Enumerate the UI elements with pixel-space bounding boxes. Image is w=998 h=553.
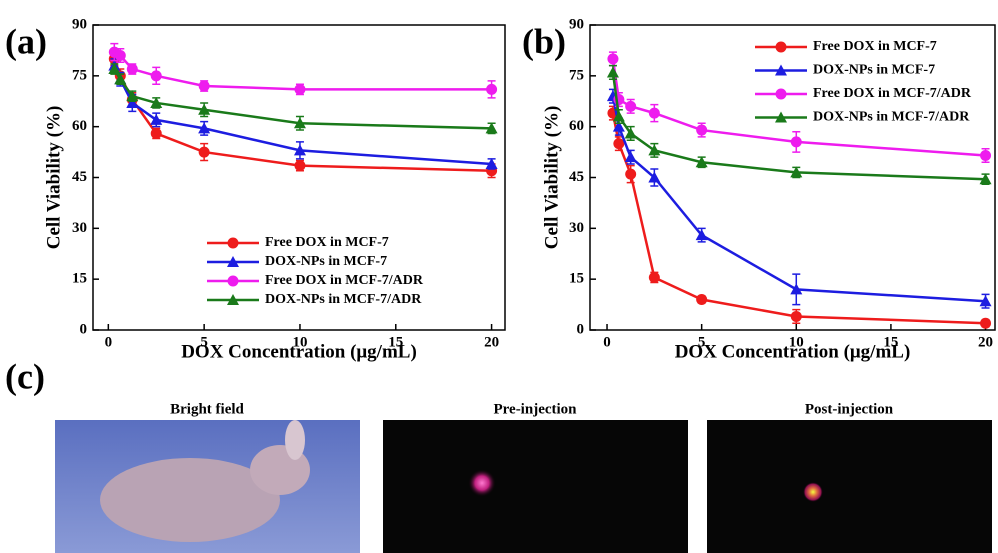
legend-marker — [776, 89, 787, 100]
marker — [649, 108, 660, 119]
fluorescence-spot — [468, 469, 496, 497]
series-line — [114, 66, 491, 164]
image-caption: Pre-injection — [493, 401, 577, 417]
legend-label: Free DOX in MCF-7/ADR — [813, 86, 972, 101]
panel-label: (a) — [5, 21, 47, 61]
x-tick-label: 20 — [484, 334, 499, 350]
marker — [980, 150, 991, 161]
marker — [696, 294, 707, 305]
image-panels — [55, 420, 992, 553]
pre-injection-image — [383, 420, 688, 553]
legend-label: Free DOX in MCF-7/ADR — [265, 273, 424, 288]
marker — [199, 147, 210, 158]
panel-label: (c) — [5, 356, 45, 396]
y-tick-label: 60 — [72, 118, 87, 134]
post-injection-image — [707, 420, 992, 553]
legend-label: Free DOX in MCF-7 — [265, 235, 389, 250]
y-axis-title: Cell Viability (%) — [541, 106, 562, 250]
marker — [151, 128, 162, 139]
y-tick-label: 0 — [577, 321, 585, 337]
marker — [791, 136, 802, 147]
legend-label: DOX-NPs in MCF-7 — [813, 63, 935, 78]
marker — [980, 318, 991, 329]
y-tick-label: 45 — [569, 169, 584, 185]
marker — [791, 311, 802, 322]
panel-label: (b) — [522, 21, 566, 61]
y-tick-label: 30 — [72, 220, 87, 236]
y-tick-label: 15 — [569, 271, 584, 287]
legend-label: DOX-NPs in MCF-7/ADR — [813, 110, 970, 125]
marker — [199, 81, 210, 92]
figure: (a)051015200153045607590DOX Concentratio… — [0, 0, 998, 553]
x-tick-label: 20 — [978, 334, 993, 350]
y-tick-label: 60 — [569, 118, 584, 134]
marker — [115, 50, 126, 61]
marker — [294, 84, 305, 95]
y-tick-label: 0 — [80, 321, 88, 337]
legend-marker — [228, 238, 239, 249]
image-caption: Bright field — [170, 401, 244, 417]
marker — [607, 66, 619, 77]
legend-label: DOX-NPs in MCF-7 — [265, 254, 387, 269]
marker — [625, 169, 636, 180]
legend-marker — [228, 276, 239, 287]
mouse-ear — [285, 420, 305, 460]
marker — [151, 70, 162, 81]
y-tick-label: 75 — [72, 67, 87, 83]
marker — [696, 125, 707, 136]
marker — [625, 151, 637, 162]
x-tick-label: 0 — [603, 334, 611, 350]
marker — [649, 272, 660, 283]
legend-label: Free DOX in MCF-7 — [813, 39, 937, 54]
x-axis-title: DOX Concentration (μg/mL) — [181, 341, 417, 362]
marker — [294, 160, 305, 171]
y-tick-label: 15 — [72, 271, 87, 287]
y-axis-title: Cell Viability (%) — [43, 106, 64, 250]
y-tick-label: 90 — [569, 16, 584, 32]
y-tick-label: 30 — [569, 220, 584, 236]
marker — [607, 53, 618, 64]
marker — [625, 101, 636, 112]
marker — [127, 64, 138, 75]
y-tick-label: 75 — [569, 67, 584, 83]
legend-label: DOX-NPs in MCF-7/ADR — [265, 292, 422, 307]
y-tick-label: 45 — [72, 169, 87, 185]
series-line — [613, 96, 986, 301]
legend-marker — [776, 42, 787, 53]
image-caption: Post-injection — [805, 401, 894, 417]
marker — [486, 84, 497, 95]
y-tick-label: 90 — [72, 16, 87, 32]
fluorescence-spot — [803, 482, 823, 502]
x-axis-title: DOX Concentration (μg/mL) — [675, 341, 911, 362]
x-tick-label: 0 — [105, 334, 113, 350]
